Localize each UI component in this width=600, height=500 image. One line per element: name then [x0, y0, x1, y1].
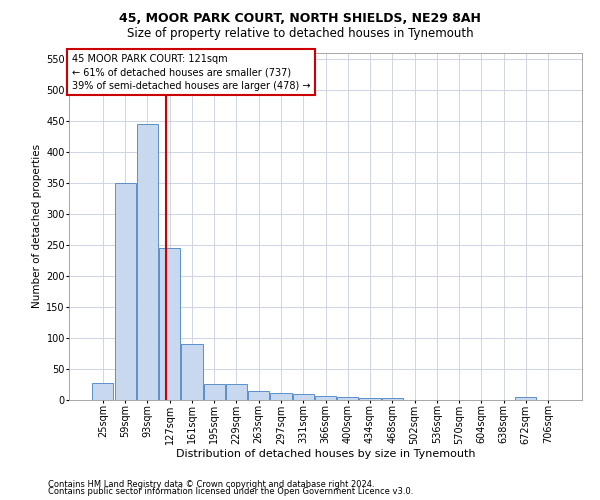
Bar: [159, 248, 180, 400]
Text: Contains HM Land Registry data © Crown copyright and database right 2024.: Contains HM Land Registry data © Crown c…: [48, 480, 374, 489]
X-axis label: Distribution of detached houses by size in Tynemouth: Distribution of detached houses by size …: [176, 449, 475, 459]
Bar: [293, 394, 314, 400]
Bar: [315, 396, 336, 400]
Bar: [115, 183, 136, 400]
Bar: [271, 392, 292, 400]
Y-axis label: Number of detached properties: Number of detached properties: [32, 144, 42, 308]
Bar: [203, 384, 225, 400]
Bar: [359, 398, 380, 400]
Bar: [515, 397, 536, 400]
Text: Size of property relative to detached houses in Tynemouth: Size of property relative to detached ho…: [127, 28, 473, 40]
Text: Contains public sector information licensed under the Open Government Licence v3: Contains public sector information licen…: [48, 487, 413, 496]
Bar: [181, 344, 203, 400]
Bar: [137, 124, 158, 400]
Bar: [382, 398, 403, 400]
Bar: [226, 384, 247, 400]
Bar: [92, 383, 113, 400]
Bar: [248, 392, 269, 400]
Bar: [337, 397, 358, 400]
Text: 45 MOOR PARK COURT: 121sqm
← 61% of detached houses are smaller (737)
39% of sem: 45 MOOR PARK COURT: 121sqm ← 61% of deta…: [71, 54, 310, 90]
Text: 45, MOOR PARK COURT, NORTH SHIELDS, NE29 8AH: 45, MOOR PARK COURT, NORTH SHIELDS, NE29…: [119, 12, 481, 26]
